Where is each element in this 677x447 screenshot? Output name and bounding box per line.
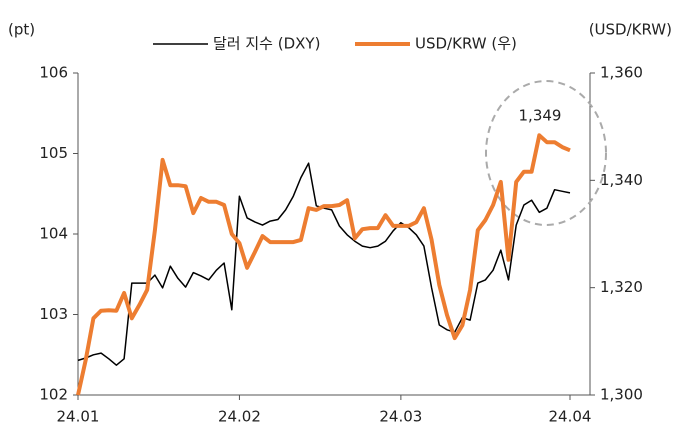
y-tick-label: 106 xyxy=(39,64,68,82)
y2-tick-label: 1,320 xyxy=(600,278,643,296)
annotation: 1,349 xyxy=(519,107,562,125)
x-tick-label: 24.04 xyxy=(549,408,592,426)
y-axis-label: (pt) xyxy=(8,21,35,39)
y2-axis-label: (USD/KRW) xyxy=(589,21,672,39)
y-tick-label: 104 xyxy=(39,225,68,243)
legend-label: USD/KRW (우) xyxy=(415,35,517,53)
legend-label: 달러 지수 (DXY) xyxy=(213,35,320,53)
x-tick-label: 24.02 xyxy=(218,408,261,426)
y-tick-label: 103 xyxy=(39,305,68,323)
highlight-circle xyxy=(485,80,607,226)
y-tick-label: 105 xyxy=(39,144,68,162)
y-tick-label: 102 xyxy=(39,386,68,404)
y2-tick-label: 1,300 xyxy=(600,386,643,404)
y2-tick-label: 1,340 xyxy=(600,171,643,189)
y2-tick-label: 1,360 xyxy=(600,64,643,82)
series-line xyxy=(76,133,571,396)
x-tick-label: 24.03 xyxy=(379,408,422,426)
x-tick-label: 24.01 xyxy=(57,408,100,426)
